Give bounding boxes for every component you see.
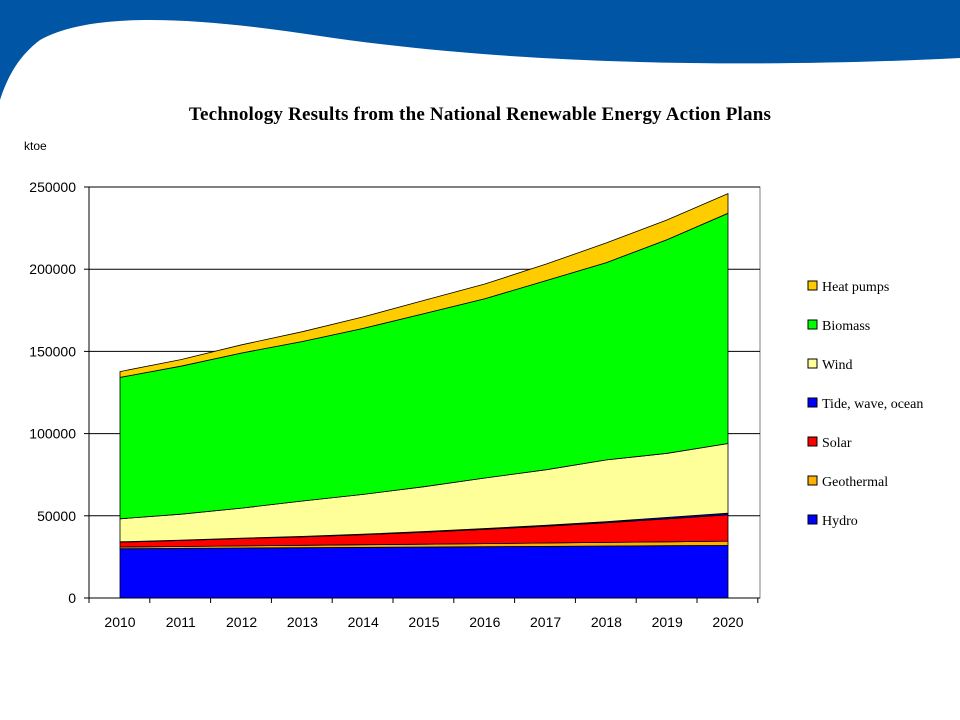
x-tick-label: 2016 [469, 614, 500, 630]
legend-swatch [807, 319, 818, 330]
legend-label: Biomass [822, 319, 870, 334]
x-tick-label: 2010 [104, 614, 135, 630]
header-swoosh [0, 0, 960, 100]
legend-label: Hydro [822, 514, 858, 529]
x-tick-labels: 2010 2011 2012 2013 2014 2015 2016 2017 2018 2019… [104, 614, 743, 630]
y-tick-label: 0 [68, 590, 76, 606]
y-tick-label: 150000 [29, 343, 76, 359]
legend-swatch [807, 514, 818, 525]
series-area-heat-pumps [119, 192, 729, 378]
y-tick-labels: 0 50000 100000 150000 200000 250000 [29, 179, 76, 606]
axes [84, 186, 760, 603]
series-areas [119, 192, 729, 599]
x-tick-label: 2015 [408, 614, 439, 630]
legend-swatch [807, 280, 818, 291]
x-tick-label: 2012 [226, 614, 257, 630]
x-tick-label: 2013 [287, 614, 318, 630]
x-tick-label: 2011 [166, 614, 196, 630]
y-tick-label: 100000 [29, 426, 76, 442]
header-banner [0, 0, 960, 100]
y-tick-label: 50000 [37, 508, 76, 524]
x-tick-label: 2018 [591, 614, 622, 630]
x-tick-label: 2017 [530, 614, 561, 630]
legend-swatch [807, 436, 818, 447]
legend-label: Heat pumps [822, 280, 889, 295]
legend-label: Geothermal [822, 475, 888, 490]
x-tick-label: 2020 [712, 614, 743, 630]
legend-label: Wind [822, 358, 853, 373]
legend-swatch [807, 397, 818, 408]
legend: Heat pumps Biomass Wind Tide, wave, ocean So… [807, 280, 923, 529]
legend-swatch [807, 358, 818, 369]
y-tick-label: 250000 [29, 179, 76, 195]
legend-label: Solar [822, 436, 852, 451]
x-tick-label: 2019 [652, 614, 683, 630]
x-tick-label: 2014 [348, 614, 379, 630]
legend-label: Tide, wave, ocean [822, 397, 923, 412]
legend-swatch [807, 475, 818, 486]
chart-title: Technology Results from the National Ren… [188, 104, 772, 125]
y-tick-label: 200000 [29, 261, 76, 277]
series-area-hydro [119, 544, 729, 599]
y-axis-unit-label: ktoe [24, 139, 47, 153]
